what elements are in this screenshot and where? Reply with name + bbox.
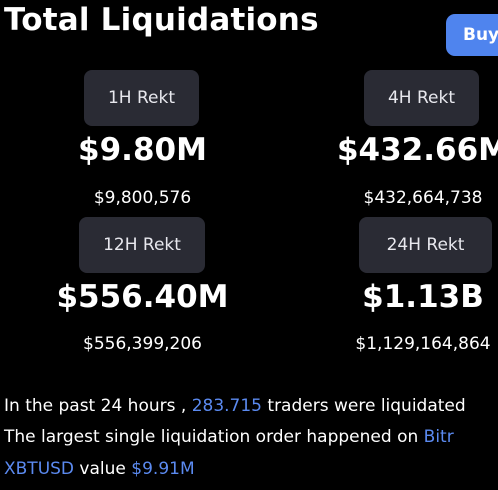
rekt-1h-tab[interactable]: 1H Rekt	[84, 70, 199, 126]
rekt-24h-exact: $1,129,164,864	[355, 334, 491, 354]
rekt-12h-tab[interactable]: 12H Rekt	[79, 217, 205, 273]
rekt-24h-tab[interactable]: 24H Rekt	[359, 217, 492, 273]
summary-text: value	[74, 459, 132, 479]
summary-line-largest: The largest single liquidation order hap…	[4, 427, 454, 447]
rekt-1h-amount: $9.80M	[78, 132, 207, 168]
summary-line-traders: In the past 24 hours , 283.715 traders w…	[4, 396, 466, 416]
summary-text: The largest single liquidation order hap…	[4, 427, 424, 447]
rekt-12h-amount: $556.40M	[56, 279, 229, 315]
symbol-link[interactable]: XBTUSD	[4, 459, 75, 479]
rekt-4h-exact: $432,664,738	[363, 188, 483, 208]
largest-order-value: $9.91M	[131, 459, 195, 479]
buy-button[interactable]: Buy	[446, 14, 498, 56]
page-title: Total Liquidations	[4, 2, 319, 38]
rekt-4h-amount: $432.66M	[336, 132, 498, 168]
summary-text: traders were liquidated	[262, 396, 466, 416]
exchange-link[interactable]: Bitr	[423, 427, 454, 447]
summary-line-value: XBTUSD value $9.91M	[4, 459, 195, 479]
traders-count: 283.715	[191, 396, 262, 416]
rekt-1h-exact: $9,800,576	[93, 188, 192, 208]
rekt-4h-tab[interactable]: 4H Rekt	[364, 70, 479, 126]
summary-text: In the past 24 hours ,	[4, 396, 192, 416]
rekt-12h-exact: $556,399,206	[83, 334, 202, 354]
rekt-24h-amount: $1.13B	[362, 279, 484, 315]
